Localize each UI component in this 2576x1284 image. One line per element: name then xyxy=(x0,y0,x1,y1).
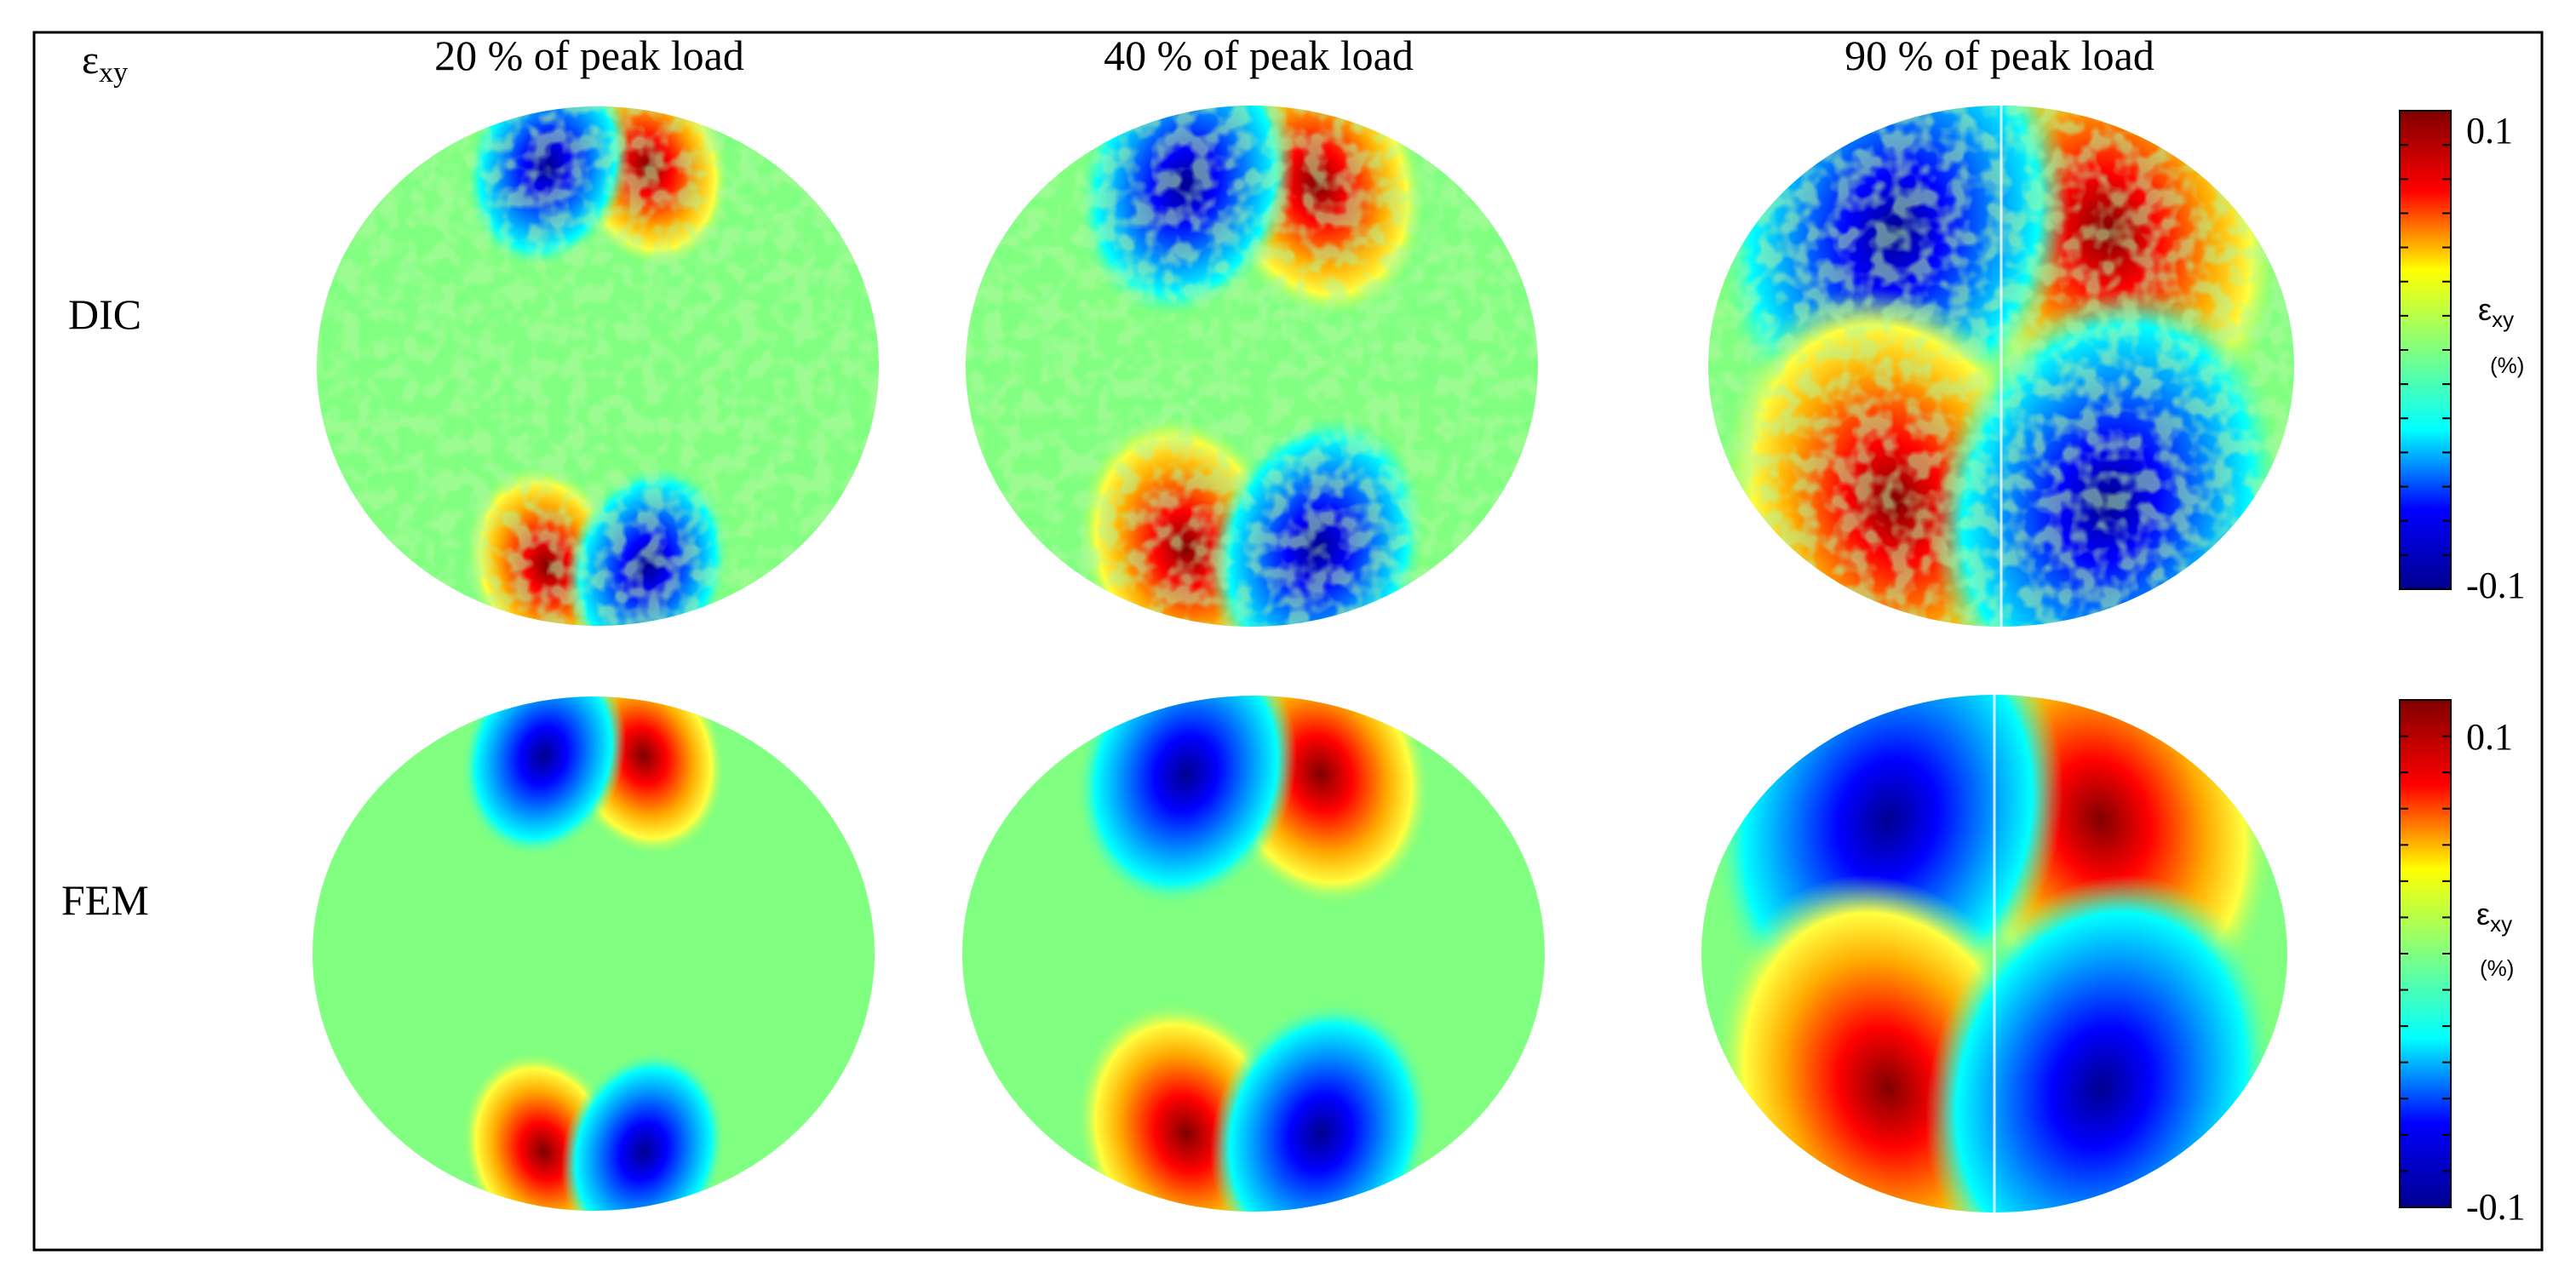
colorbar-unit: (%) xyxy=(2480,955,2514,981)
colorbar-unit: (%) xyxy=(2490,353,2524,378)
column-header-90: 90 % of peak load xyxy=(1845,32,2154,79)
figure-frame xyxy=(32,31,2544,1252)
column-header-40: 40 % of peak load xyxy=(1104,32,1414,79)
corner-strain-symbol: εxy xyxy=(82,37,128,89)
colorbar-fem: 0.1 -0.1 εxy (%) xyxy=(2399,699,2526,1228)
strain-disks xyxy=(313,106,2294,1212)
colorbar-ticks xyxy=(2400,699,2451,1208)
dic-speckle xyxy=(966,106,1538,627)
dic-disk-20 xyxy=(317,106,879,626)
colorbar-symbol: εxy xyxy=(2478,292,2514,332)
fem-disk-40 xyxy=(962,696,1545,1212)
dic-speckle xyxy=(317,106,879,626)
row-label-fem: FEM xyxy=(61,876,149,924)
fem-disk-90 xyxy=(1701,695,2287,1212)
colorbar-dic: 0.1 -0.1 εxy (%) xyxy=(2399,110,2526,606)
colorbar-max-label: 0.1 xyxy=(2466,110,2513,152)
colorbar-ticks xyxy=(2400,110,2451,590)
dic-disk-90 xyxy=(1708,106,2294,627)
row-label-dic: DIC xyxy=(68,290,141,338)
colorbar-max-label: 0.1 xyxy=(2466,716,2513,758)
colorbar-min-label: -0.1 xyxy=(2466,1186,2526,1228)
colorbar-symbol: εxy xyxy=(2476,897,2512,937)
colorbar-min-label: -0.1 xyxy=(2466,565,2526,606)
column-header-20: 20 % of peak load xyxy=(434,32,744,79)
fem-disk-20 xyxy=(313,696,875,1211)
dic-disk-40 xyxy=(966,106,1538,627)
